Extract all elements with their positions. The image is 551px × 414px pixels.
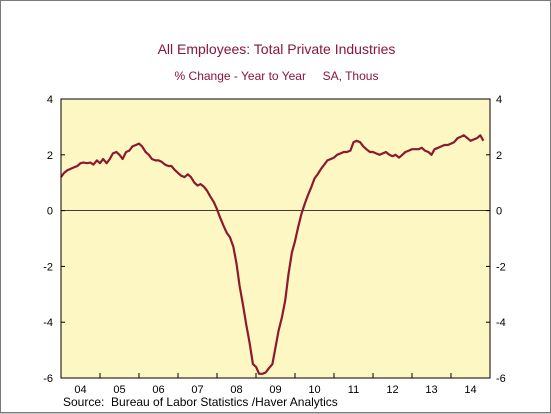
plot-area	[61, 99, 490, 378]
x-tick-label: 09	[269, 384, 281, 396]
x-tick-label: 05	[113, 384, 125, 396]
x-tick-label: 08	[230, 384, 242, 396]
series-line	[60, 134, 485, 375]
y-tick-label-left: 4	[47, 94, 53, 106]
y-tick-label-left: -6	[43, 373, 53, 385]
plot-border	[60, 98, 491, 379]
y-tick-label-right: 2	[496, 150, 502, 162]
y-tick-label-left: 0	[47, 206, 53, 218]
y-tick-label-right: 4	[496, 94, 502, 106]
x-tick-label: 06	[152, 384, 164, 396]
y-tick-label-left: -4	[43, 317, 53, 329]
y-tick-label-right: -4	[496, 317, 506, 329]
source-note: Source: Bureau of Labor Statistics /Have…	[63, 395, 338, 409]
y-tick-label-left: -2	[43, 261, 53, 273]
x-tick-label: 12	[386, 384, 398, 396]
y-tick-label-right: 0	[496, 206, 502, 218]
x-tick-label: 13	[425, 384, 437, 396]
y-tick-label-right: -6	[496, 373, 506, 385]
x-tick-label: 11	[348, 384, 359, 396]
x-tick-label: 10	[308, 384, 320, 396]
y-tick-label-right: -2	[496, 261, 506, 273]
chart-subtitle: % Change - Year to Year SA, Thous	[174, 69, 379, 83]
x-tick-label: 14	[464, 384, 476, 396]
x-tick-label: 07	[191, 384, 203, 396]
x-tick-label: 04	[74, 384, 86, 396]
y-tick-label-left: 2	[47, 150, 53, 162]
chart-title: All Employees: Total Private Industries	[157, 41, 396, 57]
